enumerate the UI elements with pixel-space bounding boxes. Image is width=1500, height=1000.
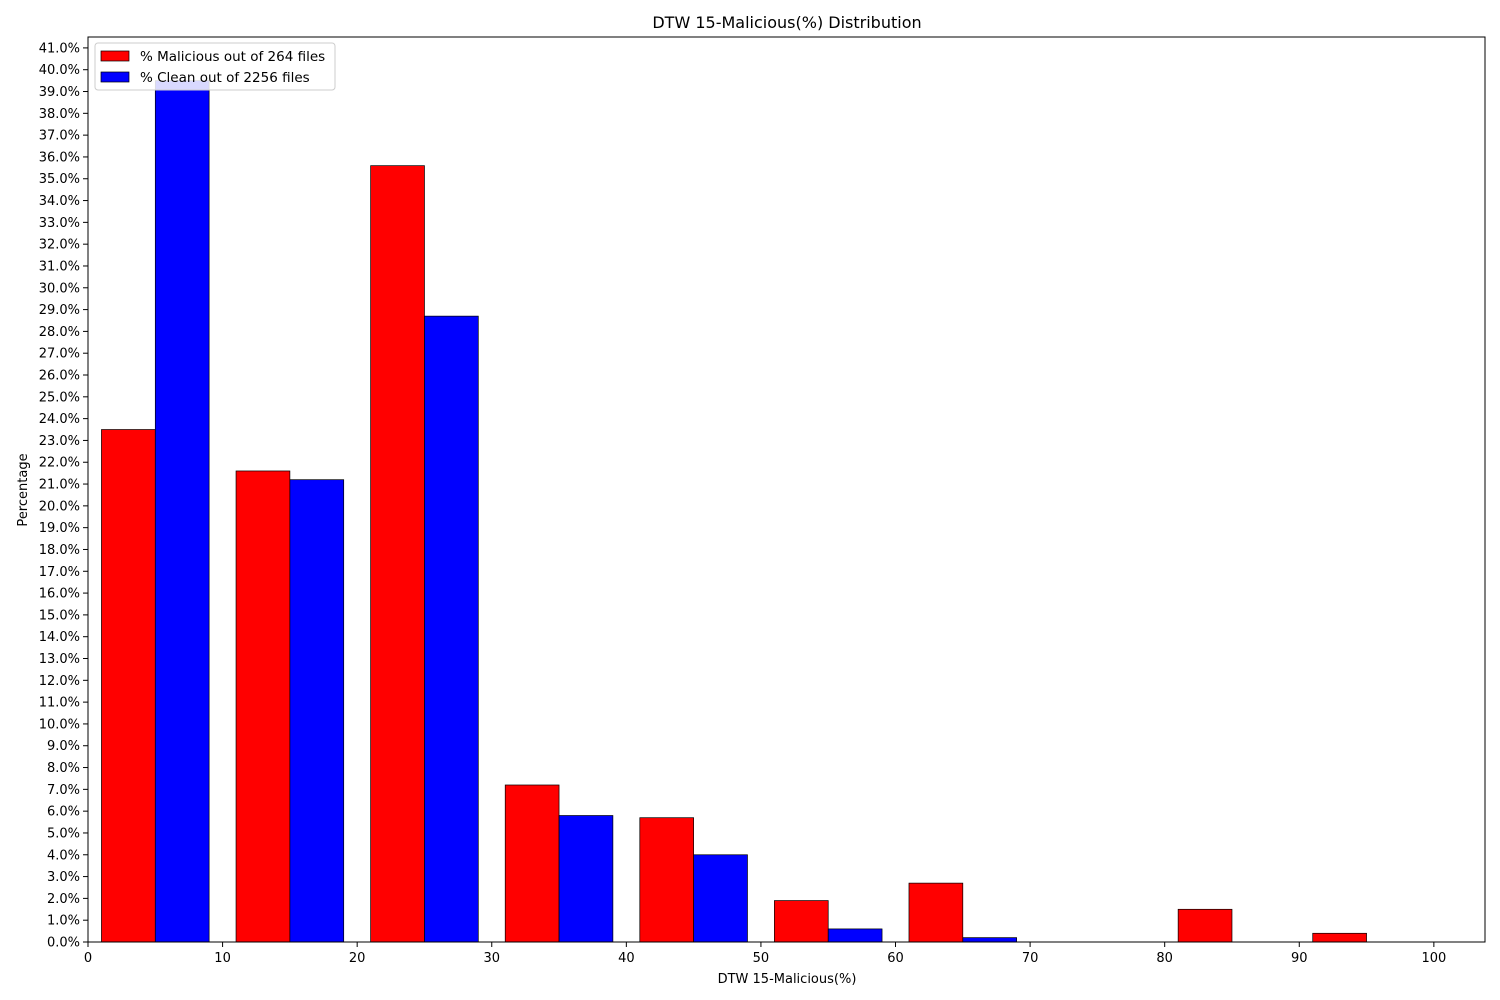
bar-clean-2 (424, 315, 479, 943)
y-tick-label: 15.0% (39, 608, 80, 623)
x-axis: 0 10 20 30 40 50 60 70 80 90 100 (84, 942, 1446, 966)
x-tick-label: 70 (1022, 951, 1039, 966)
y-tick-label: 27.0% (39, 347, 80, 362)
bar-malicious-3 (504, 784, 560, 943)
y-tick-label: 3.0% (47, 870, 80, 885)
y-tick-label: 14.0% (39, 630, 80, 645)
bar-malicious-5 (774, 900, 829, 943)
bar-malicious-1 (235, 470, 291, 943)
y-tick-label: 25.0% (39, 390, 80, 405)
y-tick-label: 39.0% (39, 85, 80, 100)
y-tick-label: 35.0% (39, 172, 80, 187)
bar-clean-4 (693, 854, 748, 943)
x-tick-label: 30 (483, 951, 500, 966)
y-tick-label: 7.0% (47, 783, 80, 798)
legend-swatch (100, 50, 130, 62)
y-tick-label: 30.0% (39, 281, 80, 296)
y-tick-label: 37.0% (39, 129, 80, 144)
y-tick-label: 2.0% (47, 892, 80, 907)
x-tick-label: 100 (1421, 951, 1446, 966)
y-axis: 0.0% 1.0% 2.0% 3.0% 4.0% 5.0% 6.0% 7.0% 8.0% 9.0%… (39, 41, 88, 951)
y-tick-label: 16.0% (39, 587, 80, 602)
bar-clean-6 (962, 937, 1017, 943)
y-tick-label: 11.0% (39, 696, 80, 711)
bar-malicious-6 (908, 882, 964, 943)
chart-title: DTW 15-Malicious(%) Distribution (652, 13, 921, 32)
y-tick-label: 38.0% (39, 107, 80, 122)
y-tick-label: 34.0% (39, 194, 80, 209)
bar-clean-3 (558, 815, 614, 943)
x-axis-label: DTW 15-Malicious(%) (718, 972, 857, 987)
legend-box (94, 42, 336, 91)
y-tick-label: 23.0% (39, 434, 80, 449)
x-tick-label: 50 (753, 951, 770, 966)
y-tick-label: 18.0% (39, 543, 80, 558)
bar-malicious-8 (1177, 908, 1233, 943)
y-tick-label: 20.0% (39, 499, 80, 514)
y-tick-label: 31.0% (39, 259, 80, 274)
bar-malicious-0 (101, 429, 156, 943)
bar-clean-0 (154, 80, 210, 943)
y-tick-label: 6.0% (47, 805, 80, 820)
bar-malicious-2 (370, 165, 425, 943)
bar-malicious-9 (1312, 932, 1367, 943)
y-tick-label: 41.0% (39, 41, 80, 56)
y-tick-label: 21.0% (39, 478, 80, 493)
bar-clean-5 (827, 928, 883, 943)
x-tick-label: 90 (1291, 951, 1308, 966)
y-tick-label: 5.0% (47, 826, 80, 841)
y-tick-label: 22.0% (39, 456, 80, 471)
legend-entry: % Clean out of 2256 files (140, 70, 310, 86)
y-tick-label: 24.0% (39, 412, 80, 427)
y-tick-label: 40.0% (39, 63, 80, 78)
legend-entry: % Malicious out of 264 files (140, 49, 325, 65)
y-tick-label: 13.0% (39, 652, 80, 667)
y-axis-label: Percentage (16, 453, 31, 526)
x-tick-label: 0 (84, 951, 92, 966)
y-tick-label: 12.0% (39, 674, 80, 689)
legend: % Malicious out of 264 files % Clean out … (94, 42, 336, 91)
y-tick-label: 17.0% (39, 565, 80, 580)
x-tick-label: 20 (349, 951, 366, 966)
x-tick-label: 60 (887, 951, 904, 966)
y-tick-label: 36.0% (39, 150, 80, 165)
x-tick-label: 40 (618, 951, 635, 966)
y-tick-label: 32.0% (39, 238, 80, 253)
y-tick-label: 28.0% (39, 325, 80, 340)
plot-frame (87, 36, 1486, 943)
y-tick-label: 9.0% (47, 739, 80, 754)
x-tick-label: 80 (1156, 951, 1173, 966)
bars-group (101, 80, 1367, 943)
bar-malicious-4 (639, 817, 694, 943)
legend-swatch (100, 71, 130, 83)
bar-clean-1 (289, 479, 345, 943)
y-tick-label: 10.0% (39, 717, 80, 732)
y-tick-label: 29.0% (39, 303, 80, 318)
y-tick-label: 4.0% (47, 848, 80, 863)
y-tick-label: 8.0% (47, 761, 80, 776)
y-tick-label: 33.0% (39, 216, 80, 231)
y-tick-label: 19.0% (39, 521, 80, 536)
y-tick-label: 26.0% (39, 369, 80, 384)
y-tick-label: 0.0% (47, 936, 80, 951)
y-tick-label: 1.0% (47, 914, 80, 929)
x-tick-label: 10 (214, 951, 231, 966)
